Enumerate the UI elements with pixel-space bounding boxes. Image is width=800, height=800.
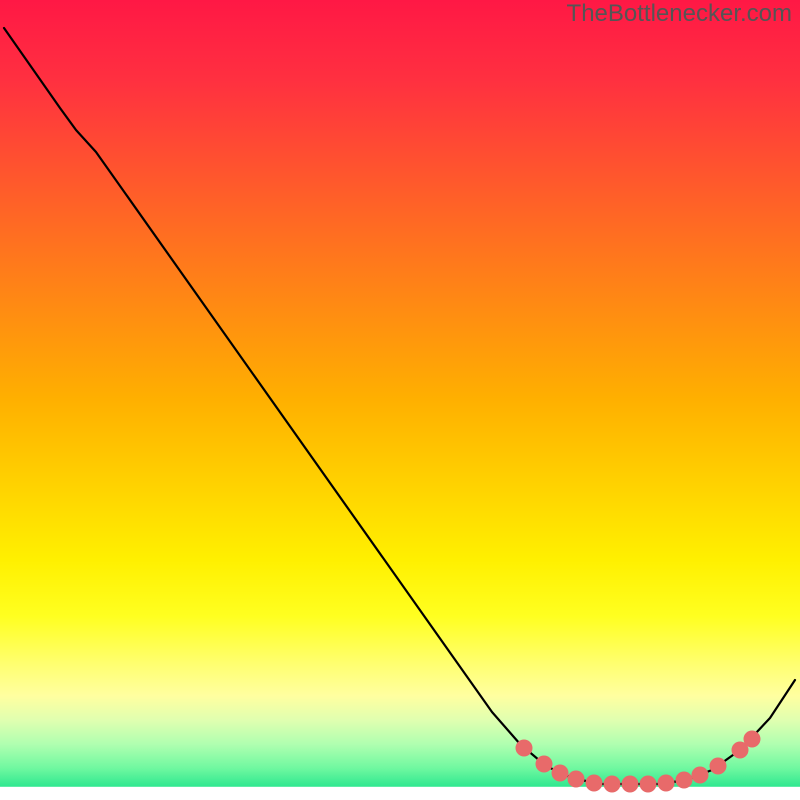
marker-dot: [516, 740, 533, 757]
marker-dot: [658, 775, 675, 792]
marker-dot: [744, 731, 761, 748]
watermark-text: TheBottlenecker.com: [567, 0, 792, 28]
marker-dot: [710, 758, 727, 775]
chart-plot: [0, 0, 800, 800]
marker-dot: [568, 771, 585, 788]
marker-dot: [536, 756, 553, 773]
marker-dot: [552, 765, 569, 782]
marker-dot: [604, 776, 621, 793]
marker-dot: [640, 776, 657, 793]
bottleneck-curve: [4, 28, 795, 784]
marker-dot: [622, 776, 639, 793]
optimal-range-markers: [516, 731, 761, 793]
marker-dot: [586, 775, 603, 792]
chart-stage: TheBottlenecker.com: [0, 0, 800, 800]
marker-dot: [692, 767, 709, 784]
marker-dot: [676, 772, 693, 789]
